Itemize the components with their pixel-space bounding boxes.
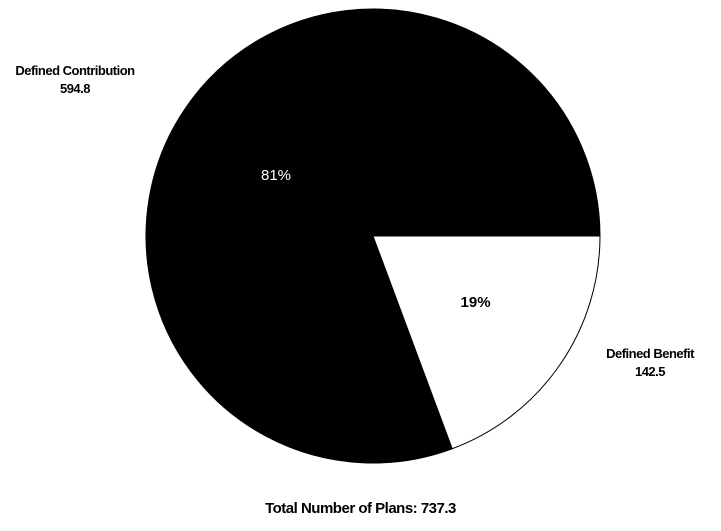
pie-slice-defined-benefit (372, 235, 601, 450)
callout-value-defined-contribution: 594.8 (59, 81, 91, 96)
slice-percent-label-defined-benefit: 19% (461, 294, 491, 311)
total-plans-label: Total Number of Plans: (265, 500, 418, 517)
callout-name-defined-benefit: Defined Benefit (606, 346, 694, 361)
callout-value-defined-benefit: 142.5 (634, 364, 666, 379)
callout-defined-contribution: Defined Contribution 594.8 (0, 62, 150, 98)
total-plans-value: 737.3 (420, 500, 457, 517)
slice-percent-label-defined-contribution: 81% (261, 167, 291, 184)
total-plans-caption: Total Number of Plans: 737.3 (0, 500, 721, 517)
callout-name-defined-contribution: Defined Contribution (15, 63, 135, 78)
callout-defined-benefit: Defined Benefit 142.5 (585, 345, 715, 381)
